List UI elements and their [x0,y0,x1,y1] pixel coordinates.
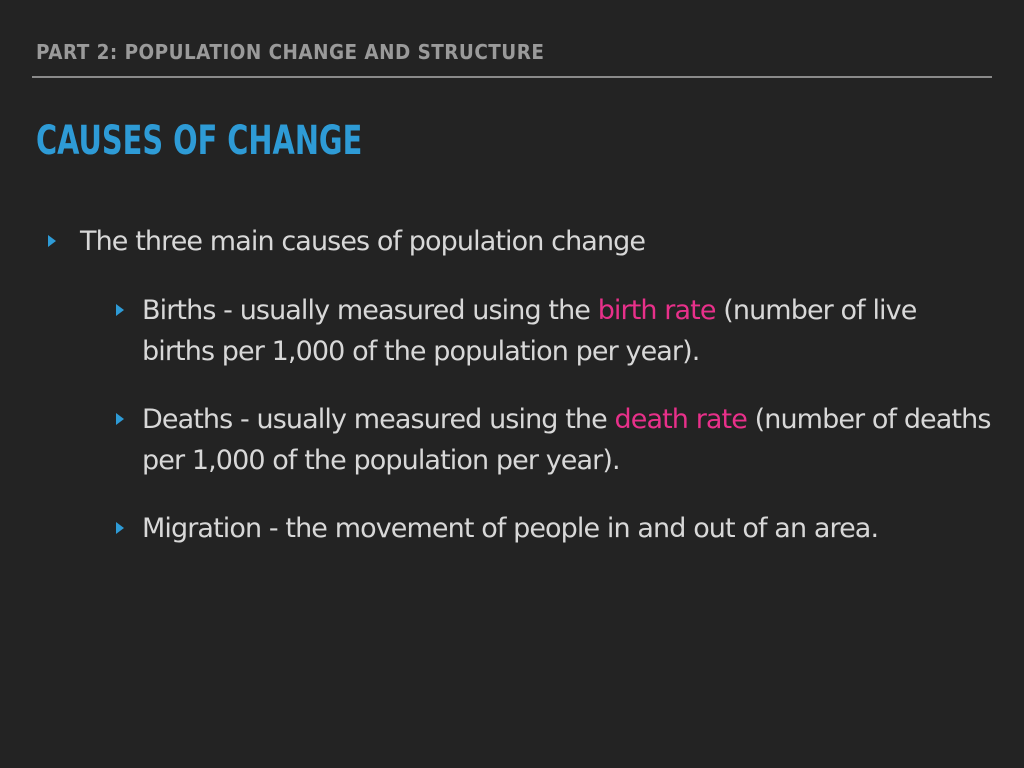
slide-title: CAUSES OF CHANGE [36,118,363,164]
triangle-bullet-icon [48,235,56,247]
deaths-text-after: (number of deaths per 1,000 of the popul… [142,404,991,476]
births-text-after: (number of live births per 1,000 of the … [142,295,917,367]
bullet-deaths-text: Deaths - usually measured using the deat… [142,399,992,481]
bullet-births-text: Births - usually measured using the birt… [142,290,992,372]
bullet-deaths: Deaths - usually measured using the deat… [116,399,992,481]
bullet-migration: Migration - the movement of people in an… [116,508,992,549]
triangle-bullet-icon [116,413,124,425]
header-divider [32,76,992,78]
triangle-bullet-icon [116,304,124,316]
bullet-births: Births - usually measured using the birt… [116,290,992,372]
deaths-text-before: Deaths - usually measured using the [142,404,615,435]
death-rate-term: death rate [614,404,748,435]
section-header: PART 2: POPULATION CHANGE AND STRUCTURE [36,40,545,64]
births-text-before: Births - usually measured using the [142,295,598,326]
triangle-bullet-icon [116,522,124,534]
bullet-migration-text: Migration - the movement of people in an… [142,513,879,544]
bullet-main: The three main causes of population chan… [48,221,980,262]
birth-rate-term: birth rate [597,295,717,326]
bullet-main-text: The three main causes of population chan… [80,226,646,257]
